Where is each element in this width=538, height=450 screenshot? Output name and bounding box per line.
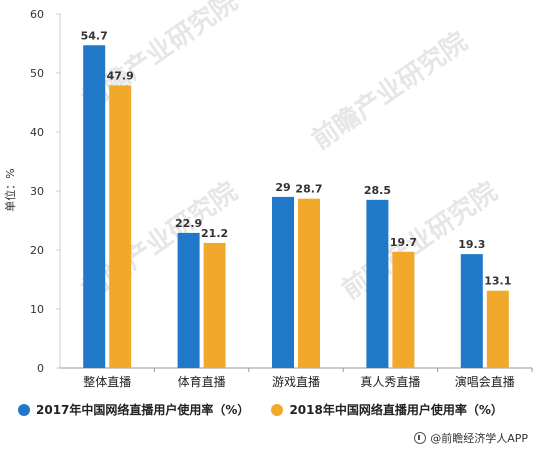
y-tick-label: 40 (30, 126, 44, 139)
bar-2018 (486, 290, 509, 368)
data-label: 28.7 (295, 183, 322, 196)
legend-item-2017: 2017年中国网络直播用户使用率（%） (18, 401, 249, 418)
legend-label-2017: 2017年中国网络直播用户使用率（%） (36, 403, 250, 417)
data-label: 22.9 (175, 217, 202, 230)
y-tick-label: 30 (30, 185, 44, 198)
source-name: 前瞻经济学人APP (441, 432, 528, 445)
y-tick-labels: 0 10 20 30 40 50 60 (30, 8, 60, 375)
data-labels: 54.7 47.9 22.921.2 29 28.7 28.5 19.7 19.3 13.1 (81, 29, 512, 287)
bar-2018 (392, 251, 415, 368)
data-label: 19.7 (390, 236, 417, 249)
legend-swatch-2017 (18, 403, 30, 416)
category-label: 真人秀直播 (360, 375, 420, 389)
qianzhan-logo-icon (414, 432, 427, 444)
y-tick-label: 10 (30, 303, 44, 316)
bar-2017 (272, 196, 294, 368)
legend-item-2018: 2018年中国网络直播用户使用率（%） (271, 401, 503, 418)
category-label: 整体直播 (83, 374, 131, 389)
bar-2018 (298, 198, 320, 368)
bar-2017 (177, 232, 200, 368)
watermark-text: 前瞻产业研究院 (306, 26, 473, 156)
bar-2018 (203, 242, 226, 368)
legend-swatch-2018 (271, 403, 284, 416)
bar-2017 (83, 45, 106, 369)
y-tick-label: 0 (37, 362, 44, 375)
source-text: @ (430, 431, 442, 445)
bar-2017 (366, 199, 389, 368)
category-label: 体育直播 (178, 374, 226, 389)
source-credit: @ 前瞻经济学人APP (414, 430, 528, 446)
y-tick-label: 50 (30, 67, 44, 80)
bars (83, 45, 509, 369)
bar-2017 (460, 254, 483, 368)
data-label: 13.1 (484, 275, 511, 288)
category-label: 演唱会直播 (455, 374, 515, 389)
y-tick-label: 60 (30, 8, 44, 21)
category-labels: 整体直播 体育直播 游戏直播 真人秀直播 演唱会直播 (83, 368, 533, 389)
data-label: 28.5 (364, 184, 391, 197)
data-label: 19.3 (458, 238, 485, 251)
data-label: 29 (275, 181, 290, 194)
y-tick-label: 20 (30, 244, 44, 257)
data-label: 21.2 (201, 227, 228, 240)
category-label: 游戏直播 (272, 375, 320, 389)
data-label: 47.9 (107, 69, 134, 82)
bar-2018 (109, 85, 132, 368)
legend-label-2018: 2018年中国网络直播用户使用率（%） (289, 403, 503, 417)
y-axis-label: 单位：% (3, 168, 17, 211)
data-label: 54.7 (81, 29, 108, 42)
legend: 2017年中国网络直播用户使用率（%） 2018年中国网络直播用户使用率（%） (18, 401, 525, 418)
